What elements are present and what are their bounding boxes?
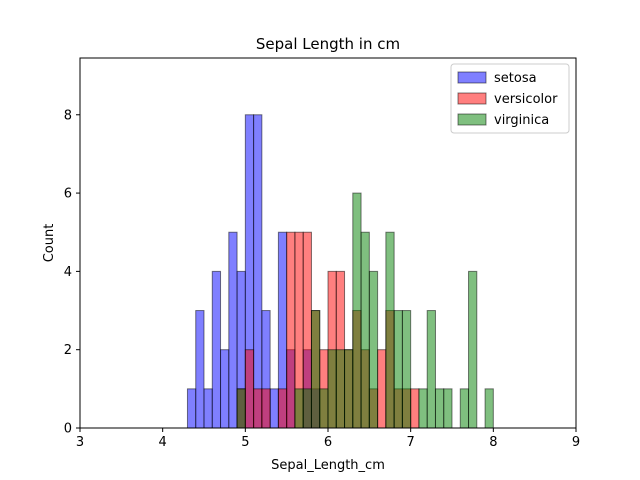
x-tick-label-3: 6 (324, 435, 332, 450)
bar-setosa-3 (211, 270, 222, 429)
legend-swatch-virginica (457, 113, 487, 126)
bar-versicolor-3 (261, 388, 271, 429)
x-tick-label-5: 8 (489, 435, 497, 450)
bar-virginica-11 (385, 231, 395, 429)
bar-versicolor-5 (286, 231, 296, 429)
bar-virginica-1 (294, 388, 304, 429)
y-tick-label-1: 2 (64, 343, 72, 358)
bar-virginica-14 (418, 388, 428, 429)
bar-virginica-6 (335, 349, 346, 429)
x-tick-label-0: 3 (76, 435, 84, 450)
y-tick-label-2: 4 (64, 265, 72, 280)
bar-virginica-2 (302, 388, 312, 429)
bar-setosa-4 (220, 349, 230, 429)
bar-versicolor-1 (244, 349, 255, 429)
bar-versicolor-2 (253, 388, 263, 429)
legend-label-setosa: setosa (494, 71, 537, 86)
bar-versicolor-4 (277, 388, 288, 429)
legend-label-versicolor: versicolor (494, 92, 558, 107)
bar-virginica-12 (393, 310, 403, 429)
x-tick-label-4: 7 (407, 435, 415, 450)
bar-virginica-0 (236, 388, 246, 429)
bar-virginica-17 (443, 388, 453, 429)
bar-virginica-3 (310, 310, 321, 429)
bar-virginica-19 (468, 270, 478, 429)
bar-virginica-20 (484, 388, 494, 429)
bar-setosa-1 (195, 310, 205, 429)
x-tick-label-6: 9 (572, 435, 580, 450)
x-axis-ticks: 3 4 5 6 7 8 9 (76, 428, 580, 450)
bar-setosa-8 (253, 114, 263, 429)
legend-swatch-versicolor (457, 92, 487, 105)
y-axis-ticks: 0 2 4 6 8 (64, 108, 80, 437)
bar-versicolor-16 (377, 349, 387, 429)
bar-setosa-0 (186, 388, 197, 429)
y-tick-label-0: 0 (64, 422, 72, 437)
x-axis-label: Sepal_Length_cm (271, 458, 385, 473)
bar-virginica-18 (459, 388, 470, 429)
x-tick-label-1: 4 (159, 435, 167, 450)
bar-virginica-5 (327, 349, 337, 429)
bar-versicolor-20 (410, 388, 420, 429)
y-tick-label-4: 8 (64, 108, 72, 123)
legend: setosa versicolor virginica (450, 63, 570, 134)
legend-label-virginica: virginica (494, 113, 549, 128)
bar-virginica-7 (344, 349, 354, 429)
bar-virginica-13 (401, 310, 412, 429)
bar-setosa-5 (228, 231, 238, 429)
bar-virginica-8 (352, 192, 362, 429)
bar-virginica-9 (360, 231, 370, 429)
bar-virginica-4 (319, 388, 329, 429)
bar-setosa-2 (203, 388, 213, 429)
bar-virginica-10 (368, 270, 379, 429)
bar-setosa-10 (269, 388, 279, 429)
x-tick-label-2: 5 (241, 435, 249, 450)
bars-layer (186, 114, 494, 429)
bar-virginica-16 (434, 388, 445, 429)
legend-swatch-setosa (457, 71, 487, 84)
y-axis-label: Count (42, 224, 57, 263)
y-tick-label-3: 6 (64, 187, 72, 202)
chart-title: Sepal Length in cm (256, 35, 400, 53)
bar-virginica-15 (426, 310, 436, 429)
